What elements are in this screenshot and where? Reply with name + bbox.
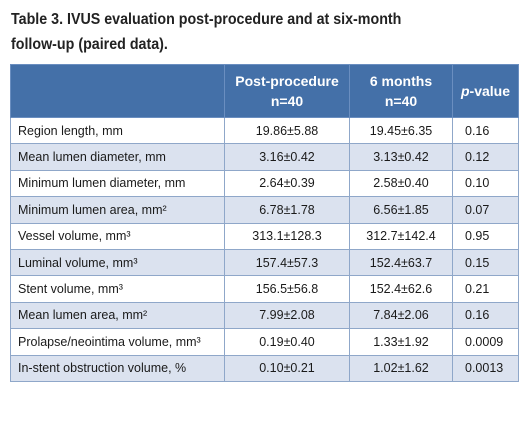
header-p-italic: p [460, 83, 470, 99]
p-value: 0.12 [452, 143, 519, 171]
p-value: 0.0013 [452, 354, 519, 382]
post-procedure-value: 2.64±0.39 [224, 169, 350, 198]
header-six-months-n: n=40 [384, 93, 418, 109]
row-label: In-stent obstruction volume, % [10, 354, 225, 382]
p-value: 0.16 [452, 116, 519, 145]
six-month-value: 1.33±1.92 [349, 328, 453, 356]
post-procedure-value: 3.16±0.42 [224, 143, 350, 171]
row-label: Minimum lumen area, mm² [10, 196, 225, 224]
caption-line-2: follow-up (paired data). [11, 36, 168, 53]
header-six-months-label: 6 months [369, 73, 433, 89]
p-value: 0.16 [452, 301, 519, 330]
six-month-value: 6.56±1.85 [349, 196, 453, 224]
row-label: Mean lumen diameter, mm [10, 143, 225, 171]
six-month-value: 152.4±62.6 [349, 275, 453, 303]
header-p-value: p-value [452, 64, 519, 118]
post-procedure-value: 156.5±56.8 [224, 275, 350, 303]
row-label: Mean lumen area, mm² [10, 301, 225, 330]
post-procedure-value: 7.99±2.08 [224, 301, 350, 330]
six-month-value: 312.7±142.4 [349, 222, 453, 250]
six-month-value: 152.4±63.7 [349, 248, 453, 277]
six-month-value: 3.13±0.42 [349, 143, 453, 171]
table-row: Vessel volume, mm³ 313.1±128.3 312.7±142.4… [10, 222, 519, 250]
p-value: 0.10 [452, 169, 519, 198]
row-label: Minimum lumen diameter, mm [10, 169, 225, 198]
p-value: 0.07 [452, 196, 519, 224]
post-procedure-value: 19.86±5.88 [224, 116, 350, 145]
six-month-value: 1.02±1.62 [349, 354, 453, 382]
table-row: Stent volume, mm³ 156.5±56.8 152.4±62.6 0.2… [10, 275, 519, 303]
p-value: 0.0009 [452, 328, 519, 356]
row-label: Stent volume, mm³ [10, 275, 225, 303]
post-procedure-value: 6.78±1.78 [224, 196, 350, 224]
table-row: Mean lumen area, mm² 7.99±2.08 7.84±2.06 0.… [10, 301, 519, 330]
post-procedure-value: 0.10±0.21 [224, 354, 350, 382]
header-empty-cell [10, 64, 225, 118]
table-row: In-stent obstruction volume, % 0.10±0.21 1… [10, 354, 519, 382]
header-post-procedure-n: n=40 [270, 93, 304, 109]
row-label: Luminal volume, mm³ [10, 248, 225, 277]
post-procedure-value: 313.1±128.3 [224, 222, 350, 250]
table-header-row: Post-procedure n=40 6 months n=40 p-valu… [10, 64, 519, 118]
caption-line-1: Table 3. IVUS evaluation post-procedure … [11, 11, 402, 28]
six-month-value: 7.84±2.06 [349, 301, 453, 330]
row-label: Vessel volume, mm³ [10, 222, 225, 250]
table-row: Minimum lumen diameter, mm 2.64±0.39 2.58±… [10, 169, 519, 198]
table-row: Region length, mm 19.86±5.88 19.45±6.35 0.1… [10, 116, 519, 145]
post-procedure-value: 157.4±57.3 [224, 248, 350, 277]
ivus-table: Post-procedure n=40 6 months n=40 p-valu… [10, 64, 519, 382]
six-month-value: 19.45±6.35 [349, 116, 453, 145]
p-value: 0.21 [452, 275, 519, 303]
table-row: Luminal volume, mm³ 157.4±57.3 152.4±63.7 0… [10, 248, 519, 277]
p-value: 0.95 [452, 222, 519, 250]
table-row: Minimum lumen area, mm² 6.78±1.78 6.56±1.8… [10, 196, 519, 224]
table-row: Prolapse/neointima volume, mm³ 0.19±0.40 1… [10, 328, 519, 356]
post-procedure-value: 0.19±0.40 [224, 328, 350, 356]
p-value: 0.15 [452, 248, 519, 277]
header-p-rest: -value [469, 83, 511, 99]
row-label: Prolapse/neointima volume, mm³ [10, 328, 225, 356]
table-row: Mean lumen diameter, mm 3.16±0.42 3.13±0.4… [10, 143, 519, 171]
six-month-value: 2.58±0.40 [349, 169, 453, 198]
header-six-months: 6 months n=40 [349, 64, 453, 118]
header-post-procedure: Post-procedure n=40 [224, 64, 350, 118]
row-label: Region length, mm [10, 116, 225, 145]
header-post-procedure-label: Post-procedure [235, 73, 339, 89]
table-caption: Table 3. IVUS evaluation post-procedure … [11, 7, 480, 57]
